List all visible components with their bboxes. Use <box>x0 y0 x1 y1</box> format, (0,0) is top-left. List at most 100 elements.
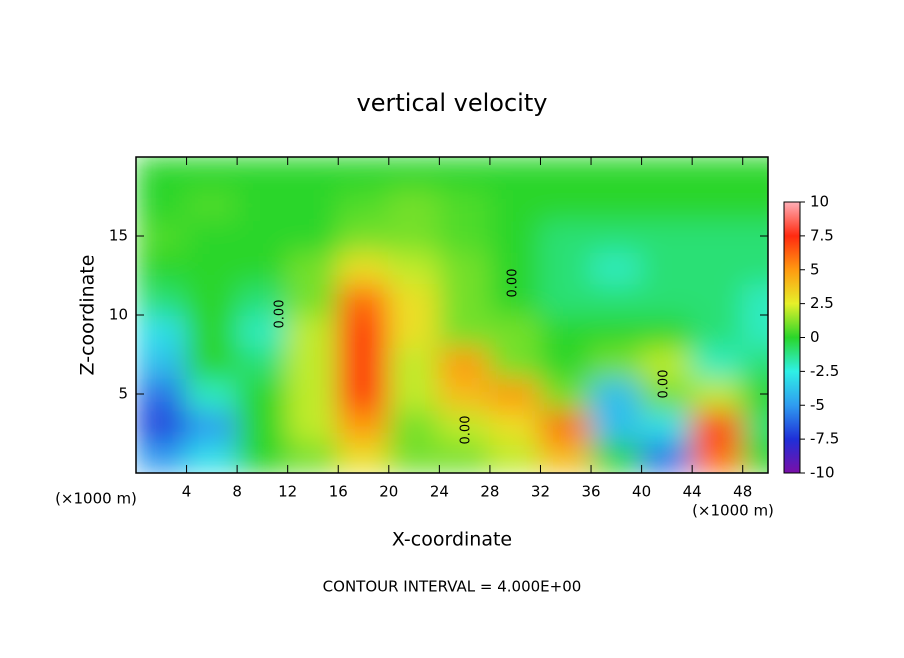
field-cell <box>640 377 694 411</box>
field-cell <box>236 187 289 222</box>
field-cell <box>337 377 390 411</box>
field-cell <box>185 250 239 285</box>
footnote: CONTOUR INTERVAL = 4.000E+00 <box>323 578 582 596</box>
field-cell <box>236 408 289 443</box>
field-cell <box>337 408 390 443</box>
field-cell <box>387 440 441 473</box>
x-tick-label: 24 <box>430 483 449 501</box>
x-tick-label: 32 <box>531 483 550 501</box>
field-cell <box>438 377 491 411</box>
x-tick-label: 28 <box>480 483 499 501</box>
contour-label: 0.00 <box>273 300 288 329</box>
field-cell <box>539 187 593 222</box>
field-cell <box>387 345 441 380</box>
field-cell <box>539 282 593 316</box>
field-cell <box>337 282 390 316</box>
field-cell <box>590 377 643 411</box>
field-cell <box>488 314 542 348</box>
x-tick-label: 8 <box>232 483 242 501</box>
field-cell <box>236 250 289 285</box>
field-cell <box>286 282 340 316</box>
field-cell <box>741 282 768 316</box>
field-cell <box>438 408 491 443</box>
x-axis-label: X-coordinate <box>392 529 512 551</box>
field-cell <box>438 219 491 253</box>
field-cell <box>185 157 239 190</box>
field-cell <box>741 408 768 443</box>
field-cell <box>539 157 593 190</box>
field-cell <box>438 157 491 190</box>
x-tick-label: 16 <box>329 483 348 501</box>
field-cell <box>286 345 340 380</box>
colorbar-tick-label: 2.5 <box>810 294 834 312</box>
field-cell <box>539 250 593 285</box>
colorbar-tick-label: -10 <box>810 464 835 482</box>
field-cell <box>337 250 390 285</box>
colorbar-tick-label: -7.5 <box>810 430 839 448</box>
field-cell <box>438 314 491 348</box>
field-cell <box>691 187 744 222</box>
field-cell <box>488 219 542 253</box>
field-cell <box>387 157 441 190</box>
field-cell <box>136 282 188 316</box>
y-tick-label: 10 <box>109 306 128 324</box>
field-cell <box>286 377 340 411</box>
field-cell <box>286 250 340 285</box>
field-cell <box>640 187 694 222</box>
field-cell <box>488 157 542 190</box>
field-cell <box>590 187 643 222</box>
y-tick-label: 15 <box>109 227 128 245</box>
field-cell <box>286 219 340 253</box>
field-cell <box>539 408 593 443</box>
field-cell <box>185 282 239 316</box>
x-tick-label: 12 <box>278 483 297 501</box>
field-cell <box>337 187 390 222</box>
field-cell <box>691 282 744 316</box>
field-cell <box>590 440 643 473</box>
field-cell <box>136 219 188 253</box>
field-cell <box>286 408 340 443</box>
field-cell <box>741 314 768 348</box>
field-cell <box>438 187 491 222</box>
x-tick-label: 48 <box>733 483 752 501</box>
y-tick-label: 5 <box>118 385 128 403</box>
field-cell <box>136 377 188 411</box>
field-cell <box>185 408 239 443</box>
field-cell <box>539 440 593 473</box>
field-cell <box>185 187 239 222</box>
field-cell <box>640 408 694 443</box>
field-cell <box>236 345 289 380</box>
field-cell <box>539 345 593 380</box>
field-cell <box>640 157 694 190</box>
field-cell <box>387 377 441 411</box>
field-cell <box>136 345 188 380</box>
field-cell <box>741 250 768 285</box>
x-unit: (×1000 m) <box>692 502 774 520</box>
field-cell <box>691 250 744 285</box>
x-tick-label: 36 <box>581 483 600 501</box>
colorbar-tick-label: 10 <box>810 193 829 211</box>
field-cell <box>337 345 390 380</box>
field-cell <box>640 250 694 285</box>
contour-label: 0.00 <box>657 370 672 399</box>
colorbar-tick-label: 7.5 <box>810 226 834 244</box>
field-cell <box>488 345 542 380</box>
field-cell <box>185 314 239 348</box>
field-cell <box>136 440 188 473</box>
field-cells <box>136 157 768 473</box>
field-cell <box>590 157 643 190</box>
colorbar-tick-label: 5 <box>810 260 820 278</box>
field-cell <box>387 219 441 253</box>
x-tick-label: 40 <box>632 483 651 501</box>
field-cell <box>236 377 289 411</box>
x-tick-label: 4 <box>182 483 192 501</box>
field-cell <box>539 219 593 253</box>
field-cell <box>438 345 491 380</box>
field-cell <box>640 314 694 348</box>
field-cell <box>691 314 744 348</box>
field <box>136 157 768 473</box>
field-cell <box>488 250 542 285</box>
field-cell <box>185 345 239 380</box>
field-cell <box>185 219 239 253</box>
